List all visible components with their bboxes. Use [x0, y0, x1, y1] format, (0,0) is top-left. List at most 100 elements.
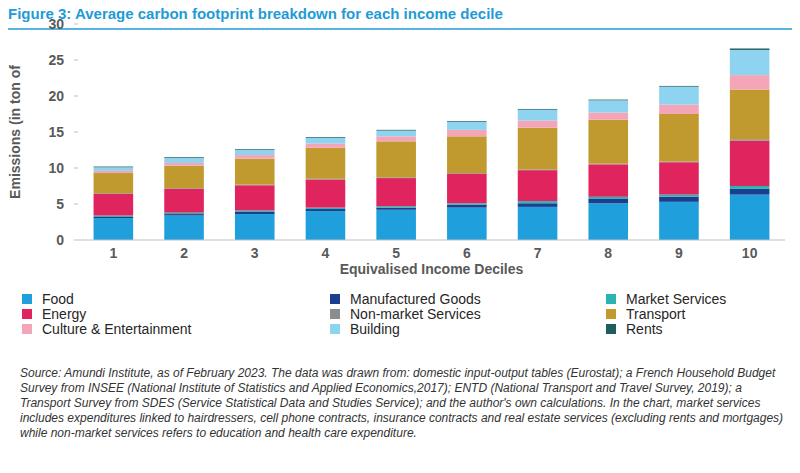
x-tick-label: 2 [180, 245, 188, 261]
bar-segment [730, 189, 770, 195]
bar-segment [588, 100, 628, 112]
x-tick-label: 10 [742, 245, 758, 261]
legend-swatch [606, 324, 616, 334]
legend-swatch [22, 324, 32, 334]
bar-segment [518, 110, 558, 121]
x-tick-label: 1 [109, 245, 117, 261]
bar-segment [235, 214, 275, 240]
bar-segment [164, 214, 204, 215]
bar-segment [376, 129, 416, 131]
x-axis-title: Equivalised Income Deciles [340, 261, 524, 277]
legend-label: Culture & Entertainment [42, 321, 192, 337]
legend-label: Market Services [626, 291, 726, 307]
bar-segment [376, 141, 416, 177]
y-axis-line [78, 24, 79, 240]
bar-segment [376, 210, 416, 240]
title-rule [8, 28, 792, 30]
title: Figure 3: Average carbon footprint break… [8, 5, 503, 22]
legend-label: Building [350, 321, 400, 337]
bar-segment [659, 162, 699, 194]
bar-segment [164, 163, 204, 166]
bar-segment [306, 180, 346, 208]
bar-segment [659, 87, 699, 105]
y-tick [74, 132, 78, 133]
bar-segment [518, 203, 558, 207]
bar-segment [588, 99, 628, 101]
bar-segment [306, 148, 346, 179]
bar-segment [447, 122, 487, 130]
bar-segment [730, 139, 770, 140]
bar-segment [306, 209, 346, 211]
bar-segment [730, 186, 770, 189]
bar-segment [730, 90, 770, 140]
bar-segment [235, 210, 275, 211]
y-tick [74, 24, 78, 25]
y-tick-label: 25 [48, 52, 64, 68]
bar-segment [588, 164, 628, 196]
x-tick-label: 3 [251, 245, 259, 261]
x-tick-label: 9 [675, 245, 683, 261]
legend-swatch [22, 294, 32, 304]
bar-segment [659, 197, 699, 202]
bar-segment [376, 178, 416, 206]
bar-segment [588, 203, 628, 240]
bar-segment [518, 207, 558, 240]
bar-segment [164, 166, 204, 188]
y-tick [74, 60, 78, 61]
bar-segment [588, 113, 628, 120]
legend-label: Rents [626, 321, 663, 337]
bar-segment [730, 195, 770, 240]
legend-label: Food [42, 291, 74, 307]
bar-segment [518, 108, 558, 110]
legend-swatch [330, 324, 340, 334]
bar-segment [730, 75, 770, 89]
bar-segment [447, 205, 487, 208]
legend-label: Non-market Services [350, 306, 481, 322]
bar-segment [235, 212, 275, 214]
y-tick-label: 20 [48, 88, 64, 104]
y-tick-label: 30 [48, 16, 64, 32]
bar-segment [94, 216, 134, 217]
y-tick [74, 96, 78, 97]
legend-label: Manufactured Goods [350, 291, 481, 307]
legend-swatch [22, 309, 32, 319]
x-tick-label: 8 [604, 245, 612, 261]
bar-segment [306, 208, 346, 209]
y-tick-label: 10 [48, 160, 64, 176]
legend-swatch [330, 294, 340, 304]
bar-segment [447, 136, 487, 173]
bar-segment [518, 120, 558, 127]
bar-segment [235, 150, 275, 155]
bar-segment [659, 114, 699, 162]
bar-segment [164, 189, 204, 213]
bar-segment [306, 211, 346, 240]
bar-segment [659, 85, 699, 87]
bar-segment [94, 218, 134, 240]
bar-segment [164, 158, 204, 163]
bar-segment [235, 149, 275, 151]
bar-segment [376, 131, 416, 137]
bar-segment [376, 136, 416, 141]
bar-segment [94, 167, 134, 171]
bar-segment [306, 137, 346, 139]
bar-segment [235, 155, 275, 159]
source-note: Source: Amundi Institute, as of February… [20, 366, 785, 441]
bar-segment [659, 105, 699, 114]
bar-segment [588, 197, 628, 199]
x-tick-label: 7 [534, 245, 542, 261]
y-tick [74, 204, 78, 205]
bars [94, 48, 770, 240]
y-tick [74, 168, 78, 169]
bar-segment [588, 120, 628, 164]
y-tick-label: 15 [48, 124, 64, 140]
bar-segment [730, 141, 770, 186]
bar-segment [94, 194, 134, 216]
x-tick-label: 4 [322, 245, 330, 261]
bar-segment [447, 130, 487, 136]
bar-segment [94, 171, 134, 173]
bar-segment [376, 208, 416, 210]
bar-segment [447, 121, 487, 123]
legend-swatch [606, 309, 616, 319]
bar-segment [518, 128, 558, 170]
x-tick-label: 6 [463, 245, 471, 261]
